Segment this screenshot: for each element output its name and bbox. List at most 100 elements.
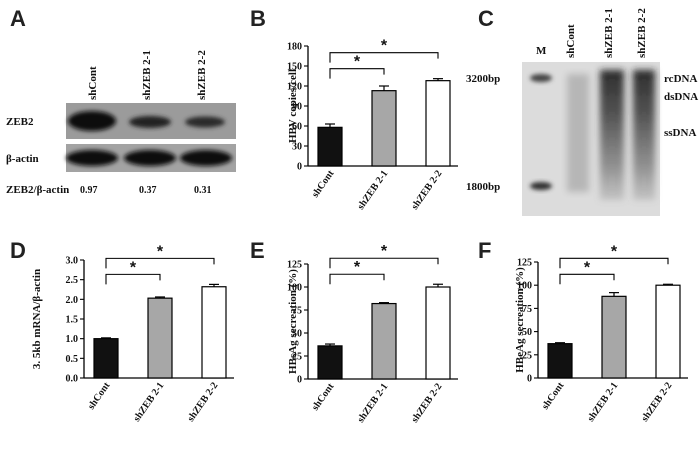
significance-star: * — [157, 243, 164, 260]
x-category-label: shZEB 2-1 — [355, 168, 390, 211]
lane-smear-shzeb2-1 — [600, 70, 624, 200]
panel-label-f: F — [478, 238, 491, 263]
bar — [371, 302, 397, 380]
lane-smear-shzeb2-2 — [633, 70, 655, 200]
significance-star: * — [584, 259, 591, 276]
form-label-rcdna: rcDNA — [664, 73, 697, 85]
significance-bracket — [559, 273, 615, 285]
y-tick-label: 0 — [297, 162, 302, 173]
y-tick-label: 90 — [292, 102, 302, 113]
actin-band-3 — [180, 150, 232, 166]
y-tick-label: 25 — [522, 350, 532, 361]
lane-label-shzeb2-1: shZEB 2-1 — [141, 50, 153, 100]
marker-label-1800: 1800bp — [466, 181, 500, 193]
x-category-label: shCont — [540, 380, 567, 412]
significance-star: * — [381, 243, 388, 260]
y-tick-label: 75 — [292, 306, 302, 317]
lane-label-shcont: shCont — [565, 24, 577, 58]
panel-label-d: D — [10, 238, 26, 263]
y-tick-label: 25 — [292, 352, 302, 363]
ratio-value: 0.97 — [80, 185, 98, 196]
x-category-label: shCont — [310, 168, 337, 200]
y-tick-label: 60 — [292, 122, 302, 133]
x-category-label: shZEB 2-2 — [185, 380, 220, 423]
significance-bracket — [105, 257, 215, 269]
zeb2-band-shzeb2-1 — [129, 116, 171, 128]
significance-bracket — [329, 273, 385, 285]
x-category-label: shZEB 2-2 — [639, 380, 674, 423]
y-tick-label: 75 — [522, 304, 532, 315]
significance-star: * — [354, 259, 361, 276]
significance-star: * — [354, 54, 361, 71]
y-tick-label: 0 — [297, 375, 302, 386]
significance-star: * — [381, 38, 388, 55]
x-category-label: shZEB 2-1 — [131, 380, 166, 423]
significance-bracket — [329, 68, 385, 79]
lane-smear-shcont — [567, 74, 589, 192]
y-tick-label: 1.0 — [66, 334, 79, 345]
significance-bracket — [329, 257, 439, 269]
bar — [371, 90, 397, 167]
y-tick-label: 125 — [287, 260, 302, 271]
zeb2-band-shcont — [68, 111, 116, 131]
y-axis-label: 3. 5kb mRNA/β-actin — [31, 269, 43, 369]
panel-c-blot: M shCont shZEB 2-1 shZEB 2-2 3200bp 1800… — [466, 8, 698, 216]
significance-star: * — [611, 243, 618, 260]
y-tick-label: 30 — [292, 142, 302, 153]
panel-label-c: C — [478, 6, 494, 31]
bar — [201, 286, 227, 379]
panel-a-blot: shCont shZEB 2-1 shZEB 2-2 ZEB2 β-actin … — [6, 50, 236, 196]
significance-bracket — [105, 273, 161, 285]
y-tick-label: 2.0 — [66, 295, 79, 306]
lane-label-shzeb2-2: shZEB 2-2 — [636, 8, 648, 58]
ratio-value: 0.31 — [194, 185, 212, 196]
ratio-label: ZEB2/β-actin — [6, 184, 69, 196]
lane-label-shzeb2-1: shZEB 2-1 — [603, 8, 615, 58]
marker-band-3200 — [530, 74, 552, 82]
y-tick-label: 150 — [287, 62, 302, 73]
x-category-label: shCont — [310, 381, 337, 413]
y-tick-label: 50 — [292, 329, 302, 340]
bar — [655, 284, 681, 379]
row-label-actin: β-actin — [6, 153, 39, 165]
bar — [425, 80, 451, 167]
lane-label-shzeb2-2: shZEB 2-2 — [196, 50, 208, 100]
x-category-label: shZEB 2-1 — [585, 380, 620, 423]
x-category-label: shCont — [86, 380, 113, 412]
bar — [93, 338, 119, 379]
bar — [425, 286, 451, 380]
y-tick-label: 50 — [522, 327, 532, 338]
significance-bracket — [559, 257, 669, 269]
y-tick-label: 0.5 — [66, 354, 79, 365]
ratio-value: 0.37 — [139, 185, 157, 196]
y-axis-label: HBsAg secreation (%) — [287, 269, 299, 374]
y-tick-label: 100 — [287, 283, 302, 294]
y-tick-label: 0 — [527, 374, 532, 385]
panel-label-b: B — [250, 6, 266, 31]
y-tick-label: 125 — [517, 258, 532, 269]
bar — [317, 345, 343, 380]
chart-panel-b: 0 30 60 90 120 150 180 HBV copies/cell shCont shZ… — [287, 38, 458, 212]
y-tick-label: 1.5 — [66, 315, 79, 326]
significance-star: * — [130, 259, 137, 276]
lane-label-m: M — [536, 45, 547, 57]
bar — [601, 295, 627, 379]
panel-label-a: A — [10, 6, 26, 31]
form-label-dsdna: dsDNA — [664, 91, 698, 103]
chart-panel-d: 0.0 0.5 1.0 1.5 2.0 2.5 3.0 3. 5kb mRNA/β-actin… — [31, 243, 234, 424]
actin-band-2 — [124, 150, 176, 166]
panel-label-e: E — [250, 238, 265, 263]
y-axis-label: HBeAg secreation (%) — [514, 267, 526, 373]
marker-band-1800 — [530, 182, 552, 190]
y-tick-label: 2.5 — [66, 275, 79, 286]
y-tick-label: 180 — [287, 42, 302, 53]
actin-band-1 — [66, 150, 118, 166]
x-category-label: shZEB 2-1 — [355, 381, 390, 424]
bar — [317, 126, 343, 167]
x-category-label: shZEB 2-2 — [409, 381, 444, 424]
form-label-ssdna: ssDNA — [664, 127, 696, 139]
y-tick-label: 3.0 — [66, 256, 79, 267]
